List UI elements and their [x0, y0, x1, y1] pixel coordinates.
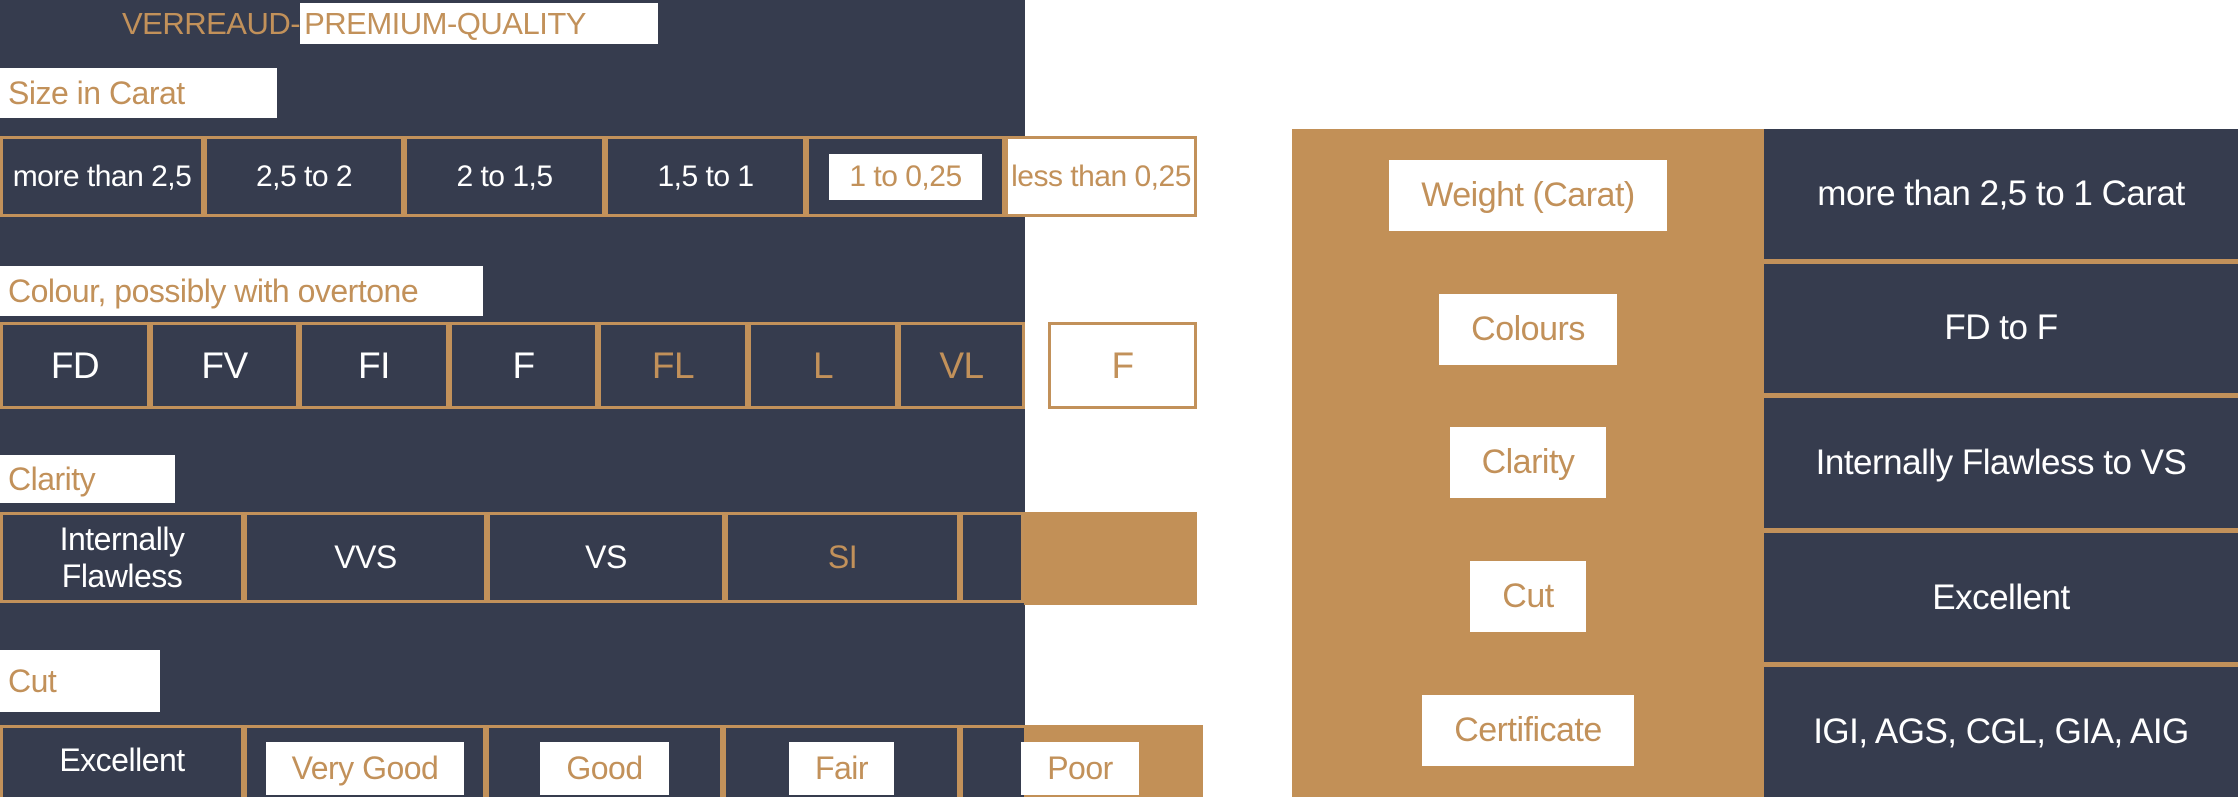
- summary-value: more than 2,5 to 1 Carat: [1817, 173, 2185, 213]
- summary-value: Internally Flawless to VS: [1764, 393, 2238, 528]
- colour-cell-white: F: [1048, 322, 1197, 409]
- summary-label-row: Clarity: [1292, 396, 1764, 530]
- clarity-tan-accent-block: [1024, 512, 1197, 605]
- summary-label-row: Certificate: [1292, 663, 1764, 797]
- clarity-cell: VS: [487, 512, 725, 603]
- size-cell-white: less than 0,25: [1005, 136, 1197, 217]
- colour-cell: FL: [598, 322, 748, 409]
- summary-label: Weight (Carat): [1389, 160, 1667, 232]
- clarity-cell: Internally Flawless: [0, 512, 244, 603]
- summary-label-row: Weight (Carat): [1292, 129, 1764, 263]
- cut-cell: Good: [486, 725, 723, 797]
- colour-cell: VL: [898, 322, 1025, 409]
- colour-cell: L: [748, 322, 898, 409]
- summary-value: FD to F: [1764, 258, 2238, 394]
- brand-title-prefix: VERREAUD-: [122, 6, 301, 41]
- size-highlight-box: 1 to 0,25: [829, 153, 982, 200]
- colour-cell: FI: [299, 322, 449, 409]
- cut-highlight-box: Very Good: [265, 742, 465, 795]
- clarity-cell: SI: [725, 512, 960, 603]
- clarity-cell-empty: [960, 512, 1024, 603]
- cut-highlight-box: Poor: [1021, 742, 1139, 795]
- cut-highlight-box: Fair: [788, 742, 895, 795]
- colour-cell: F: [449, 322, 598, 409]
- colour-cell: FV: [150, 322, 299, 409]
- size-cell-highlighted: 1 to 0,25: [806, 136, 1005, 217]
- cut-cell: Excellent: [0, 725, 244, 797]
- brand-title: VERREAUD- PREMIUM-QUALITY: [122, 3, 658, 44]
- cut-cell: Poor: [960, 725, 1203, 797]
- summary-label-row: Colours: [1292, 263, 1764, 397]
- summary-label: Colours: [1439, 293, 1617, 365]
- left-navy-panel: [0, 0, 1025, 797]
- section-label-colour: Colour, possibly with overtone: [0, 266, 483, 316]
- summary-label-row: Cut: [1292, 530, 1764, 664]
- cut-highlight-box: Good: [540, 742, 669, 795]
- size-cell: 2,5 to 2: [204, 136, 404, 217]
- summary-value: IGI, AGS, CGL, GIA, AIG: [1764, 662, 2238, 797]
- summary-label: Certificate: [1422, 694, 1634, 766]
- section-label-clarity: Clarity: [0, 455, 175, 503]
- summary-value-column: more than 2,5 to 1 Carat FD to F Interna…: [1764, 129, 2238, 797]
- brand-title-highlight: PREMIUM-QUALITY: [300, 3, 658, 44]
- summary-label: Clarity: [1449, 427, 1607, 499]
- section-label-size: Size in Carat: [0, 68, 277, 118]
- summary-panel: Weight (Carat) Colours Clarity Cut Certi…: [1292, 129, 2238, 797]
- section-label-cut: Cut: [0, 650, 160, 712]
- colour-cell: FD: [0, 322, 150, 409]
- summary-label-column: Weight (Carat) Colours Clarity Cut Certi…: [1292, 129, 1764, 797]
- summary-label: Cut: [1470, 561, 1586, 633]
- size-cell: 1,5 to 1: [605, 136, 806, 217]
- size-cell: more than 2,5: [0, 136, 204, 217]
- summary-value: Excellent: [1764, 527, 2238, 663]
- clarity-cell: VVS: [244, 512, 487, 603]
- size-cell: 2 to 1,5: [404, 136, 605, 217]
- cut-cell: Fair: [723, 725, 960, 797]
- cut-cell: Very Good: [244, 725, 486, 797]
